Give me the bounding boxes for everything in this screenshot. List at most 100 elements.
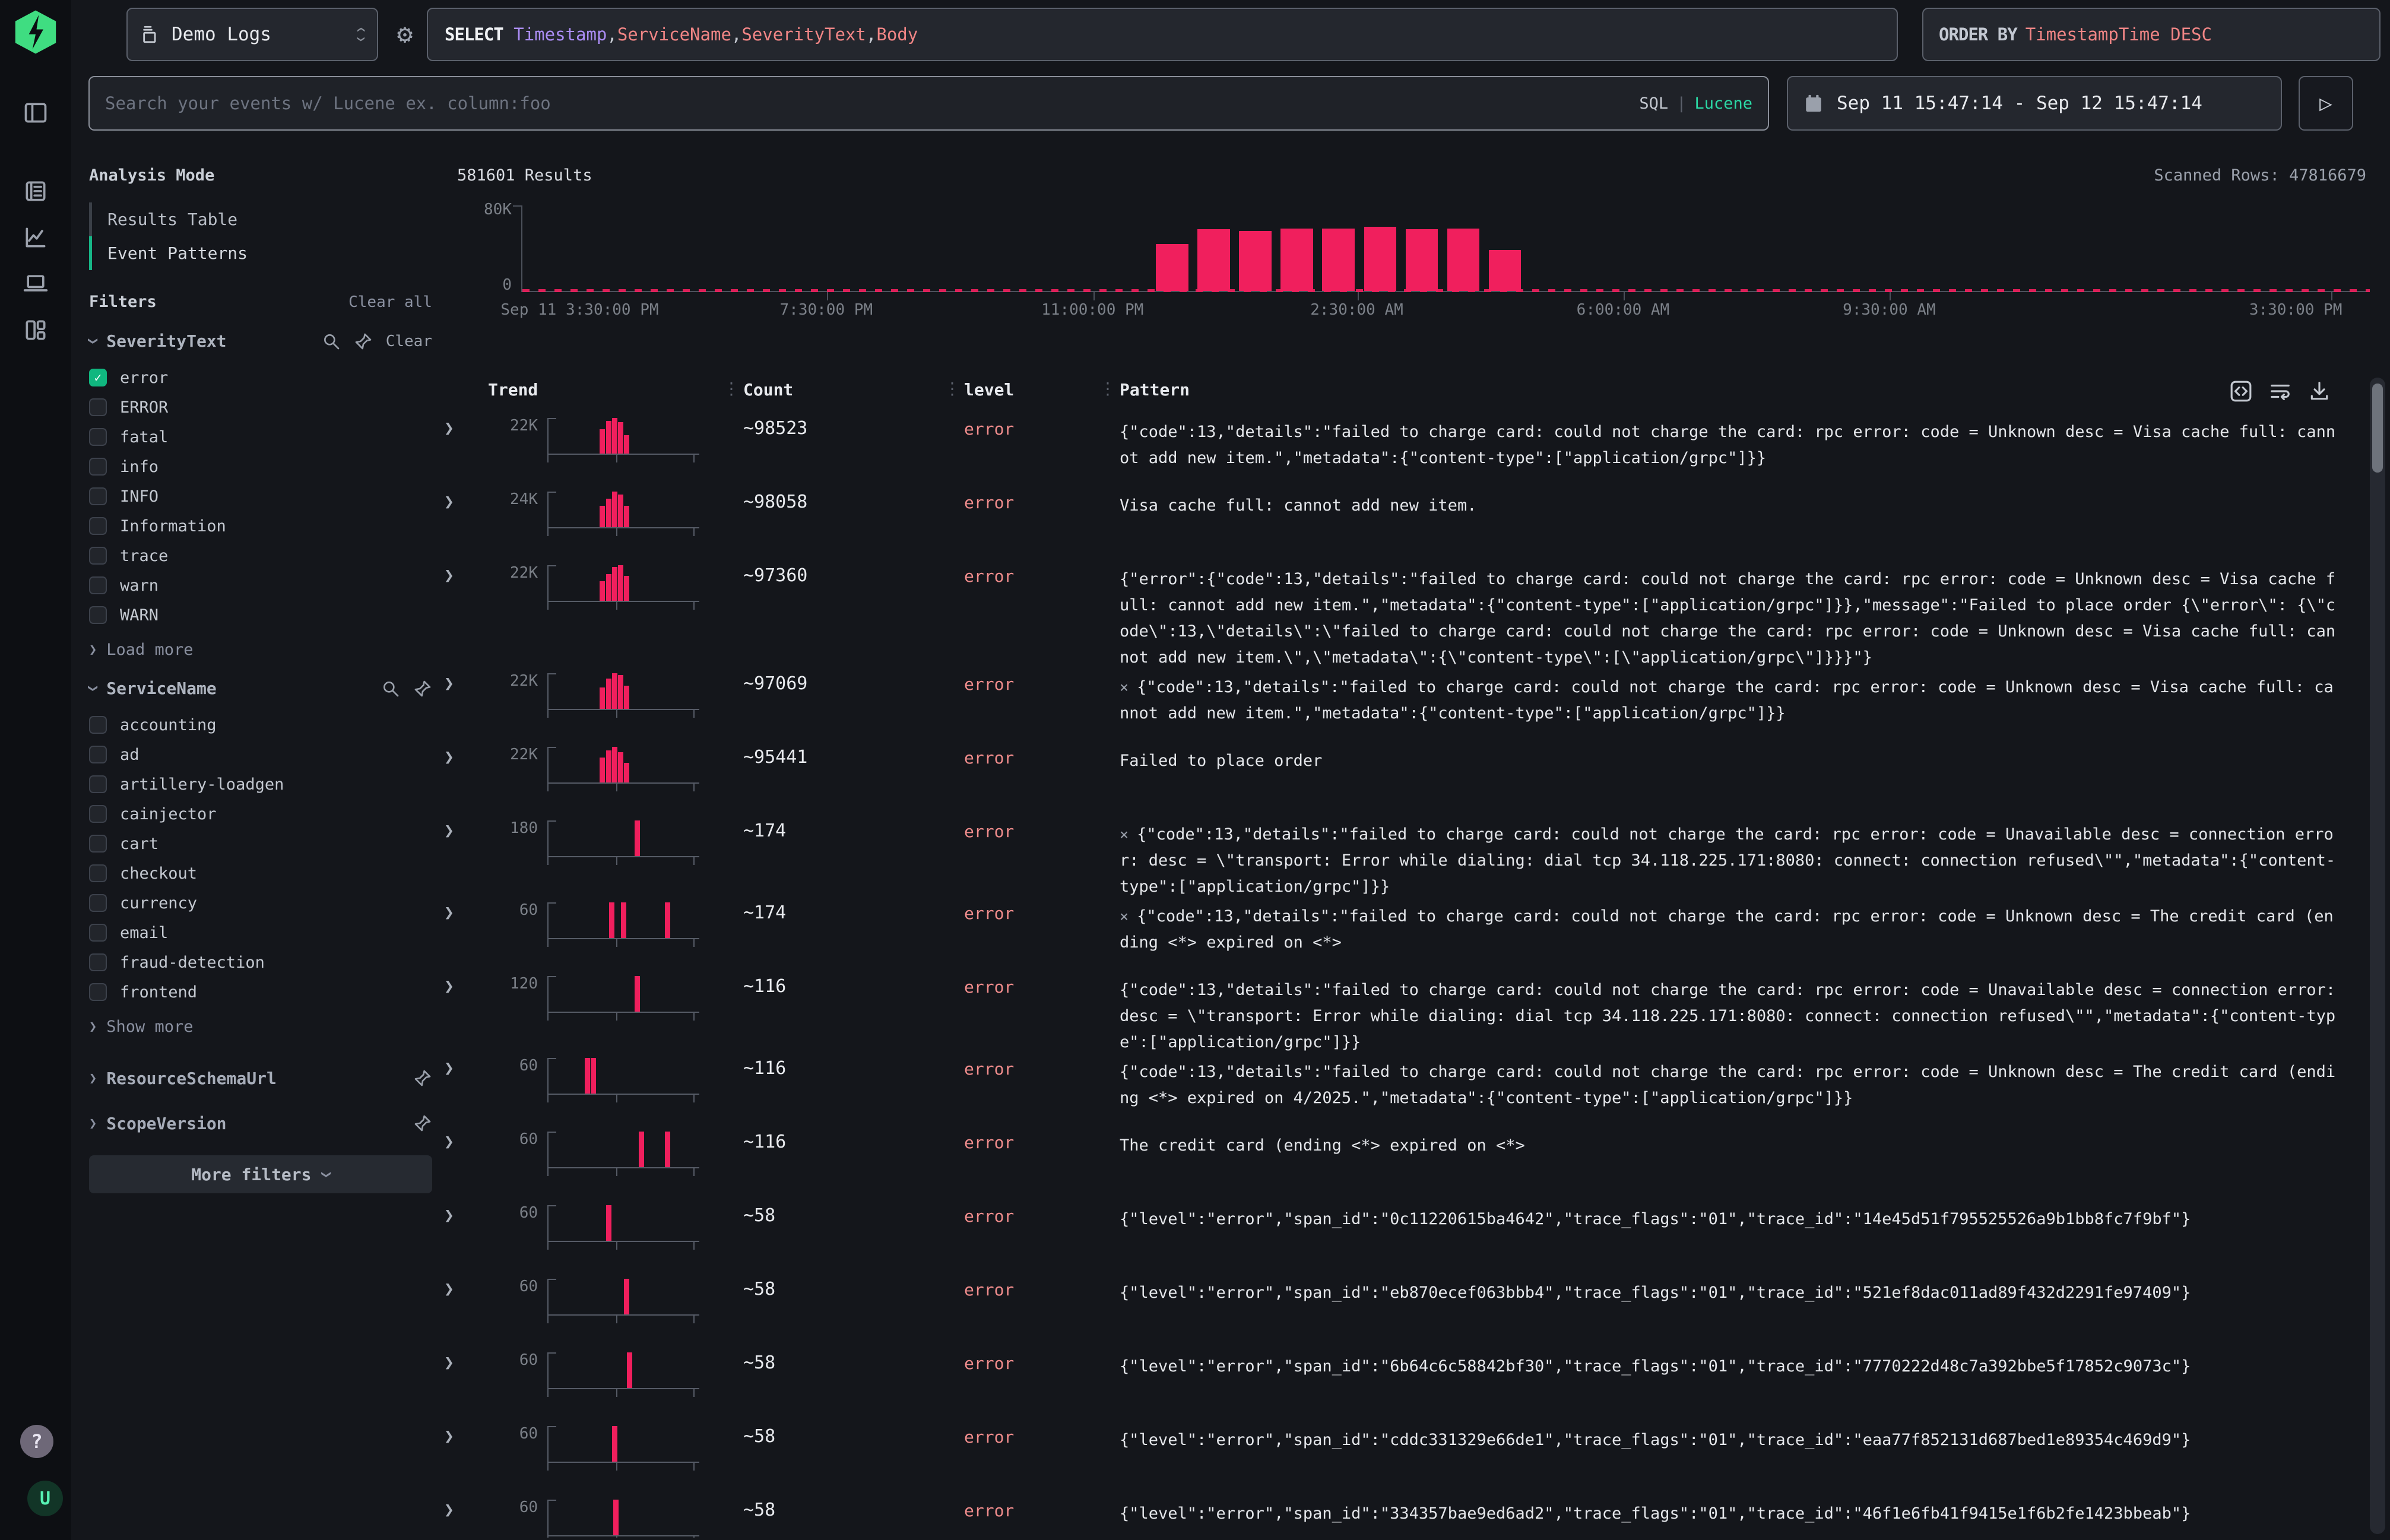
filter-checkbox-row[interactable]: currency	[89, 888, 432, 918]
row-expand-chevron[interactable]: ❯	[444, 1132, 454, 1151]
checkbox[interactable]	[89, 428, 107, 446]
table-row[interactable]: ❯ 60 ~116 error {"code":13,"details":"failed…	[444, 1056, 2364, 1129]
clear-all-filters-button[interactable]: Clear all	[348, 293, 432, 311]
filter-checkbox-row[interactable]: fatal	[89, 422, 432, 452]
filter-checkbox-row[interactable]: Information	[89, 511, 432, 541]
pin-icon[interactable]	[354, 332, 373, 351]
column-header-pattern[interactable]: ⋮ Pattern	[1099, 379, 2364, 403]
help-button[interactable]: ?	[20, 1425, 53, 1458]
sessions-icon[interactable]	[23, 271, 49, 297]
more-filters-button[interactable]: More filters ❯	[89, 1155, 432, 1193]
row-expand-chevron[interactable]: ❯	[444, 976, 454, 996]
row-expand-chevron[interactable]: ❯	[444, 418, 454, 438]
filter-group-header[interactable]: ❯ ServiceName	[85, 679, 432, 698]
logs-search-icon[interactable]	[23, 178, 49, 204]
analysis-mode-item[interactable]: Results Table	[89, 202, 432, 236]
toggle-sidebar-icon[interactable]	[23, 100, 49, 126]
checkbox[interactable]	[89, 606, 107, 624]
download-icon[interactable]	[2308, 380, 2331, 403]
filter-checkbox-row[interactable]: artillery-loadgen	[89, 769, 432, 799]
filter-checkbox-row[interactable]: accounting	[89, 710, 432, 740]
row-expand-chevron[interactable]: ❯	[444, 747, 454, 766]
filter-checkbox-row[interactable]: warn	[89, 571, 432, 600]
filter-checkbox-row[interactable]: fraud-detection	[89, 948, 432, 977]
filter-checkbox-row[interactable]: email	[89, 918, 432, 948]
column-header-level[interactable]: ⋮ level	[944, 379, 1015, 400]
checkbox[interactable]	[89, 547, 107, 565]
load-more-link[interactable]: ❯ Load more	[89, 640, 194, 659]
filter-checkbox-row[interactable]: frontend	[89, 977, 432, 1007]
sql-mode-toggle[interactable]: SQL	[1639, 94, 1669, 113]
table-row[interactable]: ❯ 60 ~58 error {"level":"error","span_id":"6…	[444, 1350, 2364, 1424]
row-expand-chevron[interactable]: ❯	[444, 492, 454, 511]
column-separator[interactable]: ⋮	[1099, 379, 1116, 398]
code-view-icon[interactable]	[2230, 380, 2252, 403]
row-expand-chevron[interactable]: ❯	[444, 820, 454, 840]
table-row[interactable]: ❯ 120 ~116 error {"code":13,"details":"faile…	[444, 974, 2364, 1056]
filter-checkbox-row[interactable]: ✓ error	[89, 363, 432, 392]
filter-checkbox-row[interactable]: cainjector	[89, 799, 432, 829]
checkbox[interactable]	[89, 953, 107, 971]
row-expand-chevron[interactable]: ❯	[444, 1058, 454, 1078]
filter-checkbox-row[interactable]: info	[89, 452, 432, 481]
filter-checkbox-row[interactable]: INFO	[89, 481, 432, 511]
scrollbar-thumb[interactable]	[2372, 384, 2383, 473]
table-row[interactable]: ❯ 60 ~58 error {"level":"error","span_id":"0…	[444, 1203, 2364, 1276]
search-icon[interactable]	[322, 332, 341, 351]
results-histogram[interactable]: 80K 0 Sep 11 3:30:00 PM 7:30:00 PM 11:00:0…	[457, 197, 2381, 325]
dashboards-icon[interactable]	[23, 317, 49, 343]
select-query-input[interactable]: SELECT Timestamp, ServiceName, SeverityT…	[427, 8, 1898, 61]
checkbox[interactable]	[89, 458, 107, 476]
gear-icon[interactable]: ⚙	[397, 19, 413, 49]
checkbox[interactable]: ✓	[89, 369, 107, 386]
checkbox[interactable]	[89, 775, 107, 793]
checkbox[interactable]	[89, 864, 107, 882]
column-separator[interactable]: ⋮	[944, 379, 961, 398]
row-expand-chevron[interactable]: ❯	[444, 673, 454, 693]
user-avatar[interactable]: U	[27, 1481, 63, 1516]
table-row[interactable]: ❯ 60 ~58 error {"level":"error","span_id":"e…	[444, 1276, 2364, 1350]
clear-group-button[interactable]: Clear	[385, 332, 432, 350]
checkbox[interactable]	[89, 716, 107, 734]
checkbox[interactable]	[89, 576, 107, 594]
row-expand-chevron[interactable]: ❯	[444, 1352, 454, 1372]
search-input[interactable]	[105, 93, 1640, 113]
analysis-mode-item[interactable]: Event Patterns	[89, 236, 432, 270]
source-selector[interactable]: Demo Logs ❯ ❯	[126, 8, 378, 61]
checkbox[interactable]	[89, 517, 107, 535]
checkbox[interactable]	[89, 835, 107, 853]
table-row[interactable]: ❯ 60 ~58 error {"level":"error","span_id":"c…	[444, 1424, 2364, 1497]
lucene-mode-toggle[interactable]: Lucene	[1694, 94, 1752, 113]
filter-checkbox-row[interactable]: checkout	[89, 858, 432, 888]
run-query-button[interactable]: ▷	[2299, 76, 2353, 131]
checkbox[interactable]	[89, 398, 107, 416]
filter-checkbox-row[interactable]: ad	[89, 740, 432, 769]
order-by-input[interactable]: ORDER BY TimestampTime DESC	[1922, 8, 2381, 61]
checkbox[interactable]	[89, 805, 107, 823]
filter-checkbox-row[interactable]: WARN	[89, 600, 432, 630]
table-row[interactable]: ❯ 60 ~58 error {"level":"error","span_id":"3…	[444, 1497, 2364, 1538]
column-separator[interactable]: ⋮	[723, 379, 740, 398]
pin-icon[interactable]	[413, 679, 432, 698]
checkbox[interactable]	[89, 746, 107, 763]
filter-group-header[interactable]: ❯ SeverityText Clear	[85, 331, 432, 351]
checkbox[interactable]	[89, 983, 107, 1001]
chart-explorer-icon[interactable]	[23, 224, 49, 251]
table-row[interactable]: ❯ 24K ~98058 error Visa cache full: cannot a…	[444, 489, 2364, 563]
pin-icon[interactable]	[413, 1114, 432, 1133]
wrap-text-icon[interactable]	[2269, 380, 2291, 403]
table-row[interactable]: ❯ 22K ~97069 error × {"code":13,"details":"fa…	[444, 671, 2364, 744]
table-row[interactable]: ❯ 60 ~116 error The credit card (ending <*> …	[444, 1129, 2364, 1203]
table-row[interactable]: ❯ 22K ~98523 error {"code":13,"details":"fai…	[444, 416, 2364, 489]
app-logo-icon[interactable]	[13, 8, 58, 56]
filter-checkbox-row[interactable]: ERROR	[89, 392, 432, 422]
filter-group-resourceschemaurl[interactable]: ❯ ResourceSchemaUrl	[89, 1056, 432, 1101]
filter-checkbox-row[interactable]: trace	[89, 541, 432, 571]
column-header-trend[interactable]: Trend	[488, 380, 538, 400]
row-expand-chevron[interactable]: ❯	[444, 902, 454, 922]
checkbox[interactable]	[89, 487, 107, 505]
table-row[interactable]: ❯ 60 ~174 error × {"code":13,"details":"faile…	[444, 900, 2364, 974]
search-icon[interactable]	[381, 679, 400, 698]
row-expand-chevron[interactable]: ❯	[444, 1426, 454, 1446]
row-expand-chevron[interactable]: ❯	[444, 1205, 454, 1225]
